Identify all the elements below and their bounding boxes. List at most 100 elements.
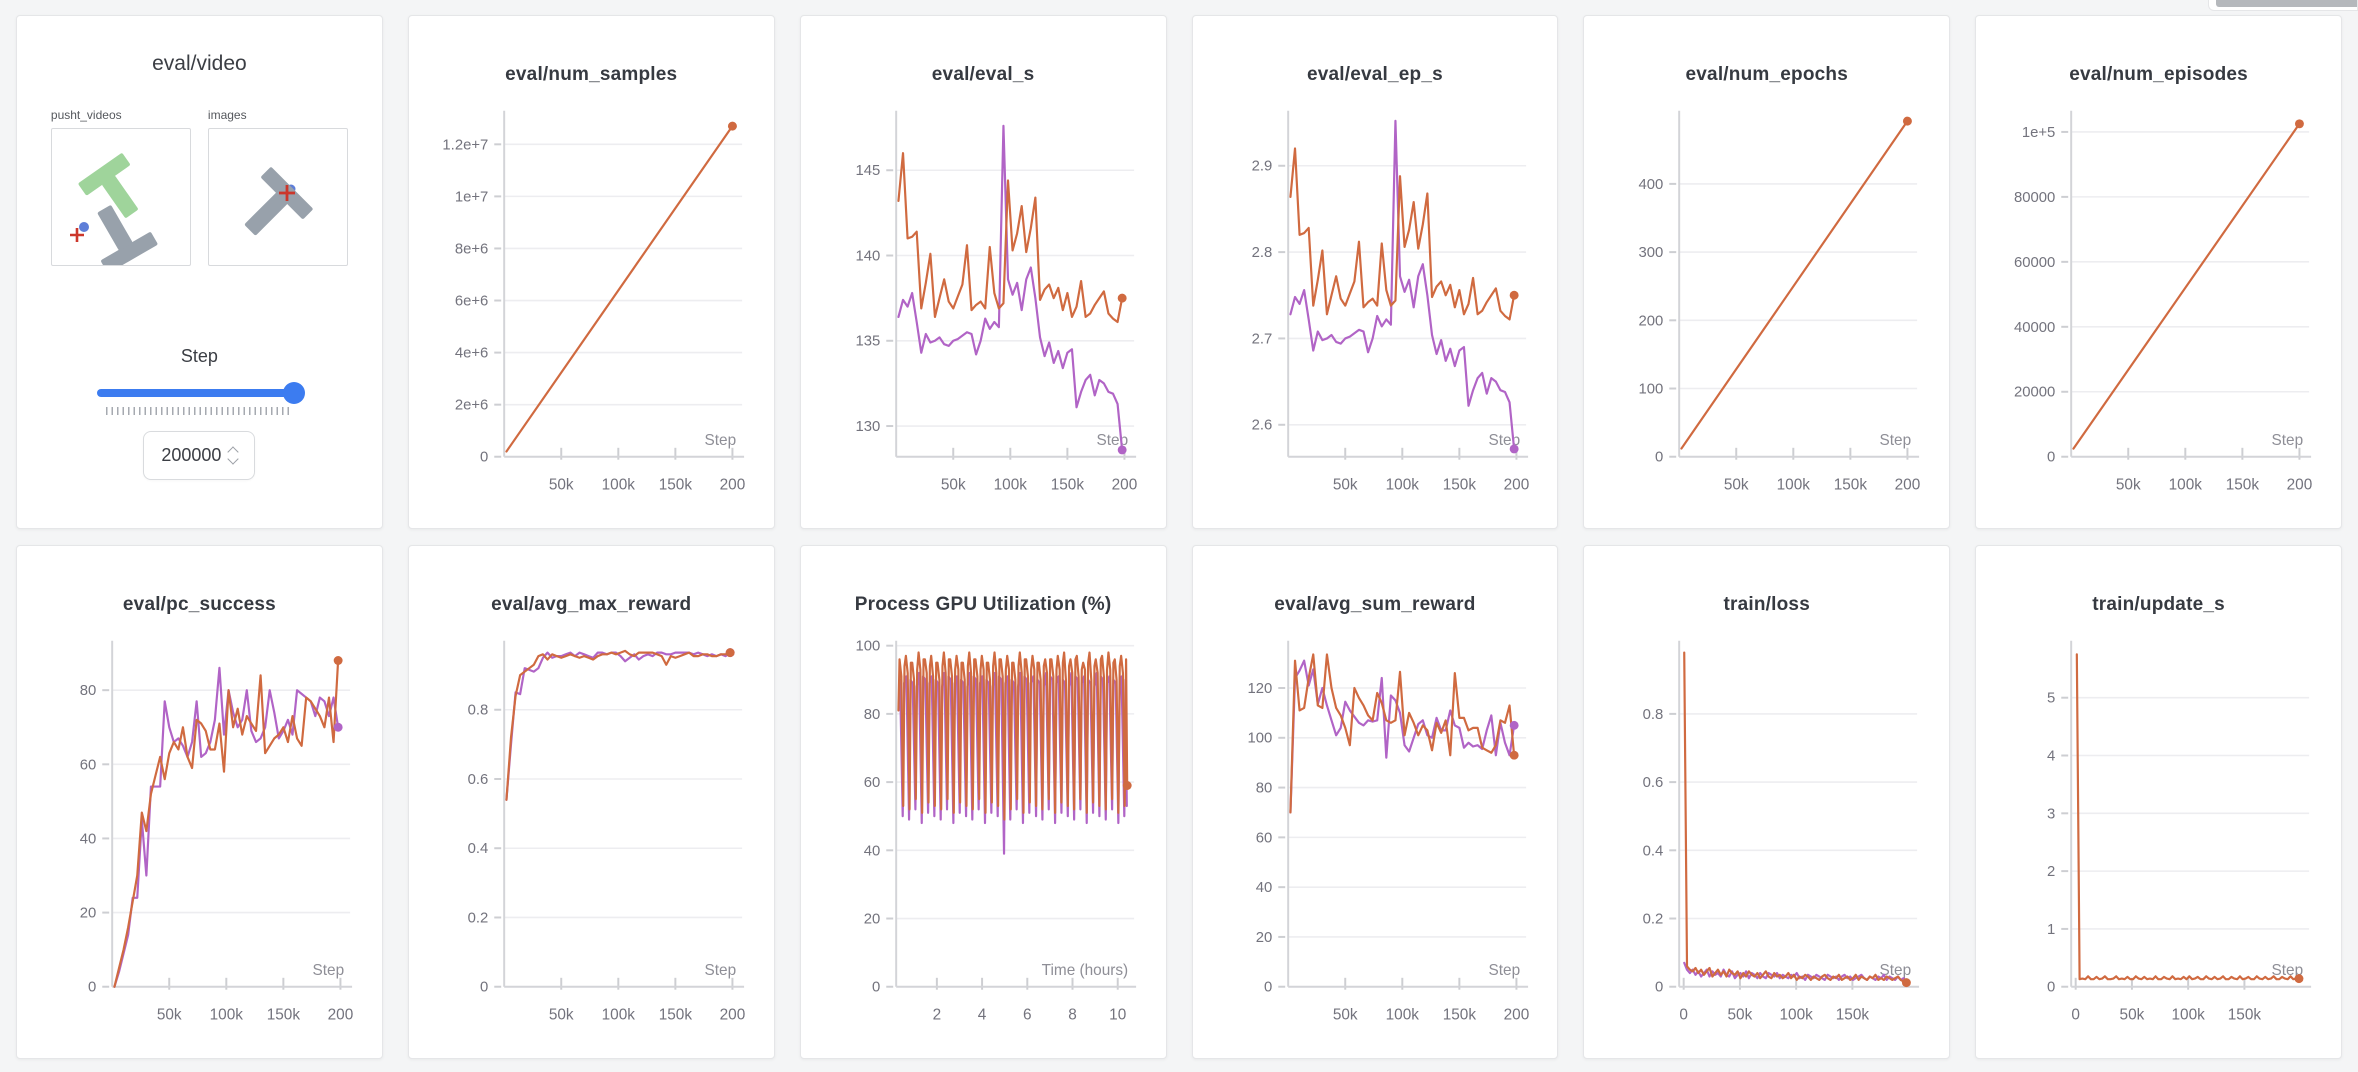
svg-text:100k: 100k [1777, 476, 1811, 493]
step-value[interactable]: 200000 [161, 445, 222, 465]
step-number-input[interactable]: 200000 [143, 431, 256, 480]
images-thumbnail[interactable] [207, 128, 348, 266]
chart-canvas-eval-pc-success[interactable]: 0 20 40 60 80 50k 100k 150k 200 Step [17, 620, 382, 1059]
svg-text:150k: 150k [1442, 476, 1476, 493]
chart-canvas-eval-num-episodes[interactable]: 0 20000 40000 60000 80000 1e+5 50k 100k 150k 200 S… [1976, 90, 2341, 529]
chart-canvas-train-update-s[interactable]: 0 1 2 3 4 5 0 50k 100k 150k Step [1976, 620, 2341, 1059]
svg-text:20: 20 [80, 906, 97, 922]
svg-text:120: 120 [1247, 681, 1272, 697]
svg-text:0.4: 0.4 [467, 841, 488, 857]
target-cross [69, 228, 84, 242]
svg-text:130: 130 [855, 419, 880, 435]
svg-text:0.2: 0.2 [1643, 911, 1664, 927]
target-cross [278, 185, 295, 201]
svg-text:145: 145 [855, 163, 880, 179]
step-slider-track[interactable] [97, 389, 302, 397]
svg-text:150k: 150k [1442, 1006, 1476, 1023]
chart-canvas-eval-avg-max-reward[interactable]: 0 0.2 0.4 0.6 0.8 50k 100k 150k 200 Step [409, 620, 774, 1059]
decrement-icon[interactable] [227, 453, 240, 465]
svg-text:200: 200 [719, 476, 745, 493]
svg-text:20: 20 [1255, 930, 1272, 946]
panel-gpu-utilization[interactable]: Process GPU Utilization (%) 0 20 40 60 80 100… [799, 545, 1167, 1059]
chart-title: eval/num_episodes [2069, 64, 2248, 85]
svg-text:50k: 50k [549, 476, 574, 493]
panel-eval-pc-success[interactable]: eval/pc_success 0 20 40 60 80 50k 100k 150k 200 S… [16, 545, 383, 1059]
svg-text:200: 200 [2287, 476, 2313, 493]
svg-text:2.6: 2.6 [1251, 418, 1272, 434]
step-slider-label: Step [180, 346, 218, 366]
svg-text:1.2e+7: 1.2e+7 [442, 137, 488, 153]
svg-text:80: 80 [1255, 781, 1272, 797]
svg-text:100k: 100k [601, 1006, 635, 1023]
chart-title: eval/pc_success [122, 594, 276, 615]
svg-text:0: 0 [480, 450, 488, 466]
panel-eval-eval-s[interactable]: eval/eval_s 130 135 140 145 50k 100k 150k 200 St… [799, 15, 1167, 529]
panel-train-update-s[interactable]: train/update_s 0 1 2 3 4 5 0 50k 100k 150k Step [1975, 545, 2342, 1059]
chart-title: train/update_s [2092, 594, 2225, 615]
panel-train-loss[interactable]: train/loss 0 0.2 0.4 0.6 0.8 0 50k 100k 150k Step [1583, 545, 1951, 1059]
svg-text:2e+6: 2e+6 [455, 398, 488, 414]
svg-text:2: 2 [932, 1006, 941, 1023]
pusht-video-thumbnail[interactable] [50, 128, 191, 273]
svg-text:Step: Step [2272, 432, 2304, 449]
svg-text:50k: 50k [941, 476, 966, 493]
panel-eval-avg-sum-reward[interactable]: eval/avg_sum_reward 0 20 40 60 80 100 120 50k 10… [1191, 545, 1559, 1059]
chart-canvas-eval-num-samples[interactable]: 0 2e+6 4e+6 6e+6 8e+6 1e+7 1.2e+7 50k 100k 150k 20… [409, 90, 774, 529]
svg-text:200: 200 [1639, 313, 1664, 329]
panel-eval-num-episodes[interactable]: eval/num_episodes 0 20000 40000 60000 80000 1… [1975, 15, 2342, 529]
panel-eval-eval-ep-s[interactable]: eval/eval_ep_s 2.6 2.7 2.8 2.9 50k 100k 150k 20… [1191, 15, 1559, 529]
svg-text:50k: 50k [1728, 1006, 1753, 1023]
svg-text:0: 0 [872, 980, 880, 996]
svg-text:150k: 150k [2228, 1006, 2262, 1023]
svg-text:5: 5 [2047, 691, 2055, 707]
svg-text:40: 40 [1255, 880, 1272, 896]
chart-title: eval/num_samples [505, 64, 678, 85]
svg-text:150k: 150k [659, 1006, 693, 1023]
step-slider-thumb[interactable] [283, 382, 306, 404]
svg-text:60: 60 [1255, 830, 1272, 846]
svg-text:0: 0 [1264, 980, 1272, 996]
scrollbar-fragment[interactable] [2216, 0, 2357, 7]
svg-text:40000: 40000 [2014, 320, 2055, 336]
panel-eval-video[interactable]: eval/video pusht_videos [16, 15, 383, 529]
svg-text:100k: 100k [601, 476, 635, 493]
svg-text:80: 80 [80, 683, 97, 699]
chart-canvas-train-loss[interactable]: 0 0.2 0.4 0.6 0.8 0 50k 100k 150k Step [1584, 620, 1949, 1059]
svg-text:Step: Step [313, 962, 345, 979]
images-render [244, 167, 313, 236]
media-key-label: images [207, 108, 247, 122]
svg-text:80000: 80000 [2014, 190, 2055, 206]
svg-text:50k: 50k [1724, 476, 1749, 493]
chart-title: eval/avg_max_reward [491, 594, 692, 615]
svg-text:200: 200 [328, 1006, 354, 1023]
stepper-arrows [227, 446, 240, 465]
panel-eval-avg-max-reward[interactable]: eval/avg_max_reward 0 0.2 0.4 0.6 0.8 50k 100k… [407, 545, 775, 1059]
svg-text:100: 100 [1639, 381, 1664, 397]
svg-text:6e+6: 6e+6 [455, 293, 488, 309]
media-panel-title: eval/video [152, 52, 247, 75]
svg-text:1e+5: 1e+5 [2022, 125, 2055, 141]
svg-text:100k: 100k [993, 476, 1027, 493]
panel-eval-num-samples[interactable]: eval/num_samples 0 2e+6 4e+6 6e+6 8e+6 1e+7 1.… [407, 15, 775, 529]
svg-text:0: 0 [2047, 450, 2055, 466]
panel-eval-num-epochs[interactable]: eval/num_epochs 0 100 200 300 400 50k 100k 150k… [1583, 15, 1951, 529]
svg-text:0: 0 [1655, 450, 1663, 466]
svg-text:400: 400 [1639, 177, 1664, 193]
media-key-label: pusht_videos [50, 108, 122, 122]
chart-title: eval/eval_ep_s [1306, 64, 1443, 85]
svg-text:Step: Step [2272, 962, 2304, 979]
svg-text:3: 3 [2047, 806, 2055, 822]
chart-canvas-eval-avg-sum-reward[interactable]: 0 20 40 60 80 100 120 50k 100k 150k 200 Step [1193, 620, 1558, 1059]
svg-text:150k: 150k [659, 476, 693, 493]
chart-title: eval/avg_sum_reward [1274, 594, 1476, 615]
chart-canvas-gpu-utilization[interactable]: 0 20 40 60 80 100 2 4 6 8 10 Time (hours) [801, 620, 1166, 1059]
svg-text:40: 40 [80, 831, 97, 847]
svg-text:100k: 100k [1385, 1006, 1419, 1023]
svg-text:1: 1 [2047, 922, 2055, 938]
chart-canvas-eval-num-epochs[interactable]: 0 100 200 300 400 50k 100k 150k 200 Step [1584, 90, 1949, 529]
step-slider[interactable] [97, 381, 306, 405]
svg-text:0.8: 0.8 [1643, 707, 1664, 723]
cutoff-panel-fragment [2208, 0, 2358, 11]
